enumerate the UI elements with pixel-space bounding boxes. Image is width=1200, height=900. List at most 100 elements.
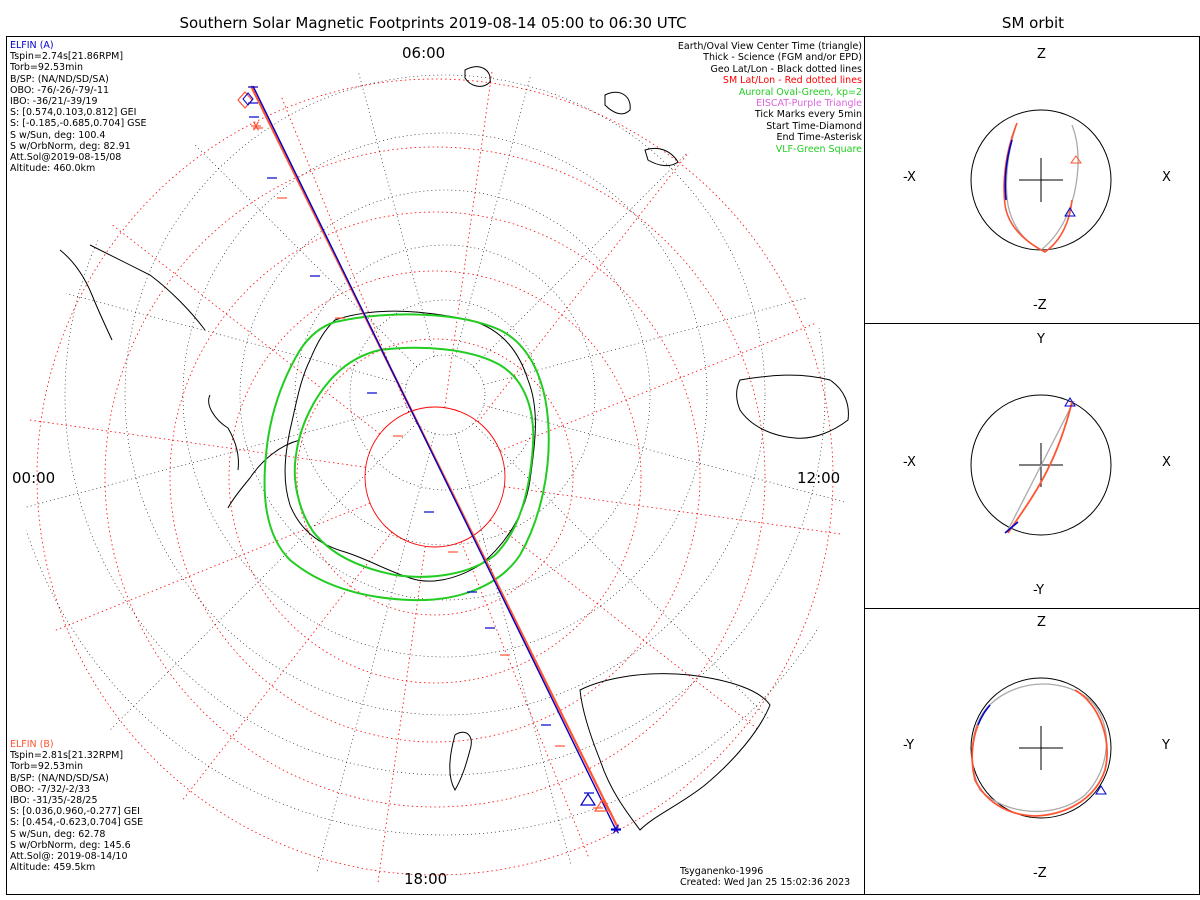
footprint-tracks: [237, 85, 621, 834]
geo-lon-line: [473, 423, 842, 792]
elfin-b-line: S: [0.036,0.960,-0.277] GEI: [10, 806, 140, 818]
orbit-axis-label-top: Y: [1037, 332, 1045, 347]
elfin-b-line: Torb=92.53min: [10, 761, 84, 773]
orbit-axis-label-top: Z: [1037, 615, 1046, 630]
legend-entry: SM Lat/Lon - Red dotted lines: [722, 75, 862, 87]
sm-lon-line: [273, 78, 410, 413]
elfin-b-line: S w/OrbNorm, deg: 145.6: [10, 839, 131, 851]
panel-triangle: [1064, 397, 1076, 407]
orbit-axis-label-bottom: -Z: [1033, 866, 1047, 881]
elfin-a-end-asterisk: [611, 824, 621, 834]
geo-lon-line: [48, 423, 417, 792]
orbit-b: [1007, 401, 1073, 534]
elfin-a-track: [252, 85, 617, 831]
elfin-a-name: ELFIN (A): [10, 40, 54, 51]
coastline: [227, 439, 301, 509]
sm-lon-line: [460, 541, 597, 876]
sm-lon-line: [95, 211, 381, 435]
elfin-b-line: Att.Sol@: 2019-08-14/10: [10, 851, 128, 863]
orbit-panel: [970, 109, 1112, 251]
elfin-a-view-triangle: [579, 792, 597, 806]
legend-entry: Auroral Oval-Green, kp=2: [738, 86, 862, 98]
geo-lon-line: [48, 65, 417, 367]
credits-model: Tsyganenko-1996: [680, 866, 764, 877]
coastlines: [59, 66, 849, 831]
elfin-a-line: IBO: -36/21/-39/19: [10, 96, 98, 108]
orbit-axis-label-right: Y: [1162, 738, 1170, 753]
panel-triangle: [1095, 785, 1107, 795]
sm-lon-line: [36, 502, 371, 639]
coastline: [579, 673, 771, 831]
legend-entry: Earth/Oval View Center Time (triangle): [677, 41, 862, 52]
geo-lon-line: [23, 405, 407, 541]
legend-entry: Thick - Science (FGM and/or EPD): [703, 52, 862, 64]
sm-lon-line: [169, 531, 393, 817]
elfin-a-info: ELFIN (A) Tspin=2.74s[21.86RPM] Torb=92.5…: [10, 40, 147, 174]
elfin-b-info: ELFIN (B) Tspin=2.81s[21.32RPM] Torb=92.5…: [10, 739, 143, 873]
earth-circle: [970, 677, 1112, 819]
elfin-b-line: IBO: -31/35/-28/25: [10, 795, 98, 807]
figure-title: Southern Solar Magnetic Footprints 2019-…: [179, 14, 687, 32]
elfin-a-line: B/SP: (NA/ND/SD/SA): [10, 73, 109, 85]
sm-lon-line: [504, 486, 847, 538]
orbit-b: [1003, 122, 1073, 253]
hour-label-bottom: 18:00: [404, 870, 447, 888]
orbit-grey: [1006, 400, 1075, 533]
sm-lon-line: [477, 137, 701, 423]
elfin-b-view-triangle: [593, 798, 611, 812]
sm-orbit-panels: [970, 109, 1112, 819]
legend-entry: EISCAT-Purple Triangle: [756, 98, 862, 110]
geo-lon-line: [299, 65, 435, 357]
sm-lat-circle: [169, 211, 701, 743]
orbit-a: [1004, 521, 1019, 534]
orbit-a: [1004, 139, 1013, 201]
orbit-axis-label-bottom: -Z: [1033, 298, 1047, 313]
elfin-b-start-diamond: [237, 91, 253, 109]
orbit-axis-label-right: X: [1162, 455, 1171, 470]
geo-lat-circle: [294, 244, 596, 546]
elfin-a-line: S: [-0.185,-0.685,0.704] GSE: [10, 118, 147, 130]
auroral-oval-outer: [263, 313, 550, 602]
legend-entry: VLF-Green Square: [775, 143, 862, 155]
geo-lat-circle: [124, 74, 766, 716]
geo-lon-line: [455, 433, 591, 889]
sm-lon-line: [374, 546, 426, 889]
sm-lon-line: [444, 65, 496, 408]
orbit-panel: [970, 677, 1112, 819]
credits: Tsyganenko-1996 Created: Wed Jan 25 15:0…: [680, 866, 850, 888]
legend-entry: End Time-Asterisk: [776, 132, 862, 144]
geo-lat-circle: [349, 299, 541, 491]
orbit-title: SM orbit: [1001, 14, 1065, 32]
elfin-b-line: OBO: -7/32/-2/33: [10, 783, 91, 795]
sm-lat-circle: [36, 78, 834, 876]
elfin-a-start-diamond: [242, 92, 254, 106]
geo-lat-circle: [64, 65, 826, 776]
coastline: [604, 91, 631, 115]
elfin-b-line: S w/Sun, deg: 62.78: [10, 828, 106, 840]
orbit-axis-label-top: Z: [1037, 47, 1046, 62]
elfin-a-line: Torb=92.53min: [10, 62, 84, 74]
sm-lon-line: [499, 315, 834, 452]
geo-lon-line: [23, 249, 407, 385]
geo-lat-circle: [404, 354, 486, 436]
coastline: [736, 374, 849, 439]
earth-circle: [970, 394, 1112, 536]
panel-triangle: [1070, 155, 1082, 164]
elfin-a-line: S: [0.574,0.103,0.812] GEI: [10, 107, 137, 119]
orbit-axis-label-left: -X: [903, 455, 916, 470]
coastline: [449, 731, 472, 791]
geo-lon-line: [483, 249, 847, 385]
orbit-axis-label-bottom: -Y: [1033, 583, 1045, 598]
geo-lat-circle: [182, 132, 708, 658]
sm-lon-line: [489, 519, 775, 743]
elfin-a-line: S w/OrbNorm, deg: 82.91: [10, 140, 131, 152]
hour-label-left: 00:00: [12, 469, 55, 487]
orbit-a: [977, 704, 991, 726]
sm-lat-circle: [296, 338, 574, 616]
elfin-a-line: Att.Sol@2019-08-15/08: [10, 152, 122, 164]
orbit-b: [971, 689, 1108, 817]
geo-lon-line: [473, 65, 842, 367]
geo-lon-line: [299, 433, 435, 889]
hour-label-right: 12:00: [797, 469, 840, 487]
